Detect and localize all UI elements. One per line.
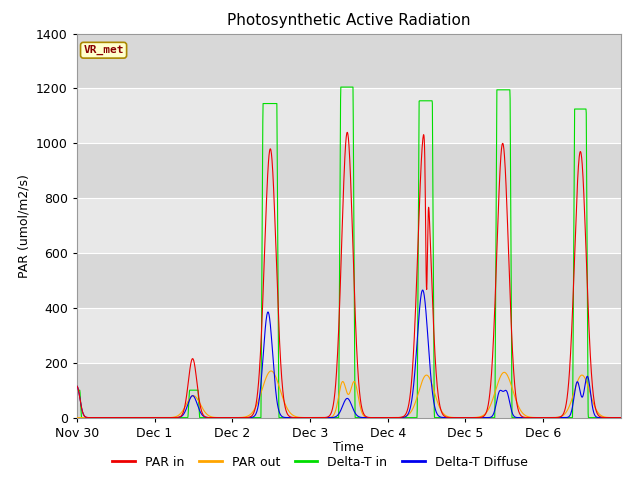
Bar	[77, 198, 621, 253]
Bar	[77, 34, 621, 88]
Y-axis label: PAR (umol/m2/s): PAR (umol/m2/s)	[17, 174, 30, 277]
Bar	[77, 363, 621, 418]
Bar	[77, 308, 621, 363]
X-axis label: Time: Time	[333, 441, 364, 454]
Legend: PAR in, PAR out, Delta-T in, Delta-T Diffuse: PAR in, PAR out, Delta-T in, Delta-T Dif…	[107, 451, 533, 474]
Bar	[77, 253, 621, 308]
Title: Photosynthetic Active Radiation: Photosynthetic Active Radiation	[227, 13, 470, 28]
Text: VR_met: VR_met	[83, 45, 124, 55]
Bar	[77, 144, 621, 198]
Bar	[77, 88, 621, 144]
